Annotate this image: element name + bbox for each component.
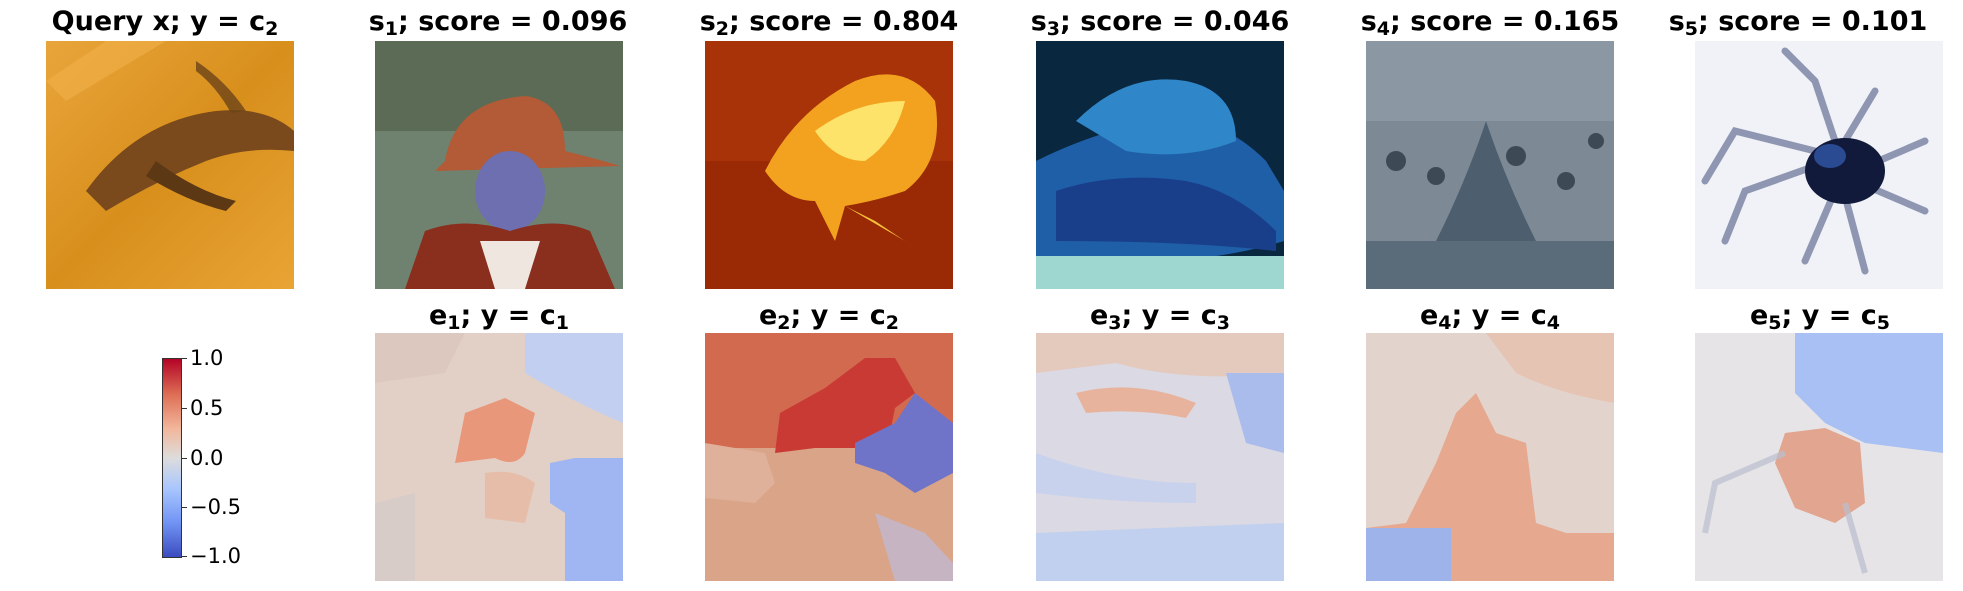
e3-title: e3; y = c3 <box>1089 300 1230 334</box>
e2-title: e2; y = c2 <box>758 300 899 334</box>
colorbar-tick <box>181 358 187 359</box>
colorbar-label-1: 1.0 <box>190 346 224 370</box>
e5-map <box>1695 333 1943 581</box>
e3-map <box>1036 333 1284 581</box>
e2-map <box>705 333 953 581</box>
s3-image <box>1036 41 1284 289</box>
colorbar-tick <box>181 507 187 508</box>
s4-title: s4; score = 0.165 <box>1360 6 1620 40</box>
e1-title: e1; y = c1 <box>428 300 569 334</box>
colorbar-label-neg1: −1.0 <box>190 544 241 568</box>
e1-map <box>375 333 623 581</box>
s5-title: s5; score = 0.101 <box>1668 6 1928 40</box>
s5-image <box>1695 41 1943 289</box>
colorbar-label-0.5: 0.5 <box>190 396 224 420</box>
colorbar-label-0: 0.0 <box>190 446 224 470</box>
colorbar-tick <box>181 408 187 409</box>
s2-image <box>705 41 953 289</box>
e4-title: e4; y = c4 <box>1419 300 1560 334</box>
colorbar-tick <box>181 556 187 557</box>
e5-title: e5; y = c5 <box>1749 300 1890 334</box>
e4-map <box>1366 333 1614 581</box>
colorbar <box>162 358 182 558</box>
s1-image <box>375 41 623 289</box>
s3-title: s3; score = 0.046 <box>1030 6 1290 40</box>
colorbar-tick <box>181 458 187 459</box>
query-image <box>46 41 294 289</box>
s2-title: s2; score = 0.804 <box>699 6 959 40</box>
s1-title: s1; score = 0.096 <box>368 6 628 40</box>
query-title: Query x; y = c2 <box>51 6 279 40</box>
colorbar-label-neg0.5: −0.5 <box>190 495 241 519</box>
s4-image <box>1366 41 1614 289</box>
